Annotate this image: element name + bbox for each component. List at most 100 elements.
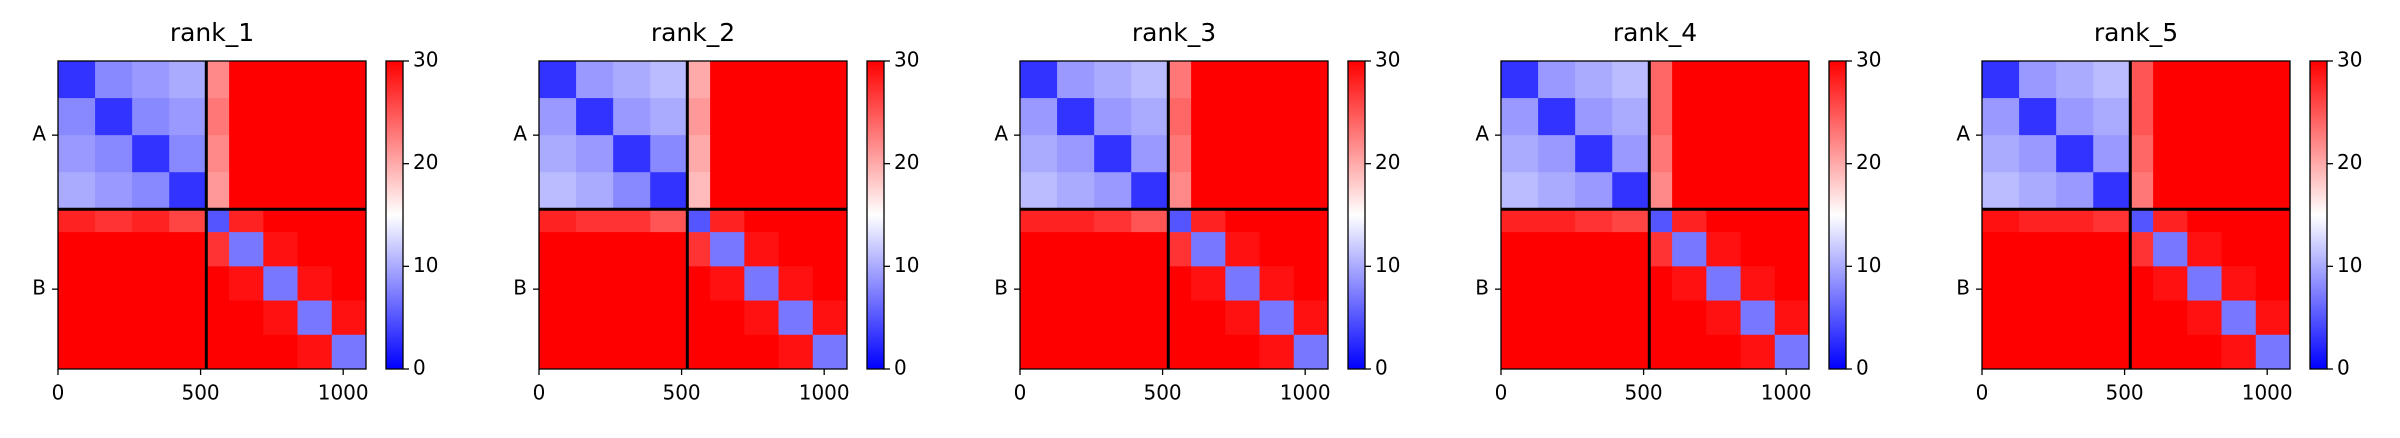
heatmap-cell: [297, 232, 333, 267]
heatmap-cell: [1191, 172, 1226, 210]
heatmap-cell: [576, 334, 614, 370]
heatmap-cell: [1191, 61, 1226, 99]
heatmap-cell: [1259, 300, 1295, 336]
heatmap-cell: [2130, 61, 2154, 99]
heatmap-cell: [1191, 300, 1226, 336]
heatmap-cell: [1259, 98, 1295, 136]
colorbar-tick-label: 20: [894, 150, 919, 174]
heatmap-cell: [1575, 98, 1613, 136]
heatmap-cell: [2019, 61, 2057, 99]
heatmap-cell: [169, 266, 207, 302]
heatmap-cell: [710, 172, 745, 210]
heatmap-cell: [1259, 61, 1295, 99]
heatmap-cell: [1538, 98, 1576, 136]
heatmap-cell: [1612, 334, 1650, 370]
heatmap-cell: [1538, 209, 1576, 233]
heatmap-cell: [613, 172, 651, 210]
heatmap-cell: [1020, 98, 1058, 136]
heatmap-cell: [1168, 172, 1192, 210]
heatmap-cell: [687, 266, 711, 302]
heatmap-cell: [206, 300, 230, 336]
heatmap-cell: [650, 61, 688, 99]
heatmap-cell: [2255, 266, 2291, 302]
heatmap-cell: [1740, 172, 1776, 210]
heatmap-cell: [229, 135, 264, 173]
heatmap-cell: [229, 300, 264, 336]
colorbar: [385, 60, 404, 370]
heatmap-cell: [1612, 209, 1650, 233]
heatmap-cell: [1740, 135, 1776, 173]
heatmap-cell: [1575, 266, 1613, 302]
heatmap-cell: [650, 300, 688, 336]
colorbar-tick-label: 20: [413, 150, 438, 174]
heatmap-cell: [2019, 266, 2057, 302]
heatmap-cell: [1094, 266, 1132, 302]
heatmap-cell: [1740, 98, 1776, 136]
heatmap-cell: [576, 135, 614, 173]
x-tick-label: 1000: [1280, 381, 1331, 405]
heatmap-cell: [1293, 61, 1329, 99]
heatmap-cell: [1649, 61, 1673, 99]
heatmap-cell: [331, 209, 367, 233]
heatmap-cell: [2153, 300, 2188, 336]
heatmap-cell: [1259, 209, 1295, 233]
y-tick-label: B: [32, 276, 46, 300]
heatmap-cell: [1672, 266, 1707, 302]
heatmap-cell: [650, 209, 688, 233]
heatmap-cell: [812, 266, 848, 302]
heatmap-cell: [297, 98, 333, 136]
heatmap-cell: [1672, 61, 1707, 99]
heatmap-cell: [263, 209, 299, 233]
heatmap-cell: [229, 266, 264, 302]
heatmap-cell: [2153, 266, 2188, 302]
heatmap-cell: [132, 334, 170, 370]
heatmap-cell: [58, 172, 96, 210]
heatmap-cell: [1057, 172, 1095, 210]
heatmap-cell: [2093, 172, 2131, 210]
heatmap-cell: [2187, 61, 2223, 99]
colorbar: [866, 60, 885, 370]
heatmap-cell: [1774, 135, 1810, 173]
heatmap-cell: [331, 172, 367, 210]
colorbar-tick-label: 0: [894, 356, 907, 380]
heatmap-cell: [1501, 334, 1539, 370]
heatmap-cell: [1094, 232, 1132, 267]
heatmap-cell: [778, 300, 814, 336]
heatmap-cell: [1538, 61, 1576, 99]
heatmap-cell: [1612, 300, 1650, 336]
heatmap-cell: [1672, 300, 1707, 336]
heatmap-cell: [539, 300, 577, 336]
x-tick-label: 0: [533, 381, 546, 405]
y-tick-label: A: [1956, 122, 1970, 146]
y-tick-label: B: [1475, 276, 1489, 300]
heatmap-cell: [229, 172, 264, 210]
heatmap-cell: [1259, 266, 1295, 302]
heatmap-cell: [229, 232, 264, 267]
heatmap-cell: [2093, 135, 2131, 173]
heatmap-cell: [1020, 135, 1058, 173]
heatmap-cell: [1575, 334, 1613, 370]
heatmap-cell: [2130, 209, 2154, 233]
heatmap-cell: [169, 209, 207, 233]
heatmap-cell: [2019, 334, 2057, 370]
heatmap-cell: [169, 98, 207, 136]
heatmap-cell: [132, 98, 170, 136]
heatmap-cell: [1168, 61, 1192, 99]
heatmap-cell: [744, 172, 780, 210]
heatmap-cell: [1740, 300, 1776, 336]
colorbar: [2309, 60, 2328, 370]
heatmap-cell: [650, 266, 688, 302]
heatmap-cell: [58, 209, 96, 233]
x-tick-label: 500: [1624, 381, 1662, 405]
heatmap-cell: [263, 232, 299, 267]
heatmap-cell: [1982, 98, 2020, 136]
heatmap-cell: [1774, 98, 1810, 136]
heatmap-cell: [687, 209, 711, 233]
heatmap-cell: [1672, 135, 1707, 173]
heatmap-cell: [1982, 209, 2020, 233]
heatmap-cell: [169, 232, 207, 267]
heatmap-cell: [812, 209, 848, 233]
heatmap-cell: [2221, 209, 2257, 233]
heatmap-cell: [132, 172, 170, 210]
heatmap-cell: [1259, 334, 1295, 370]
